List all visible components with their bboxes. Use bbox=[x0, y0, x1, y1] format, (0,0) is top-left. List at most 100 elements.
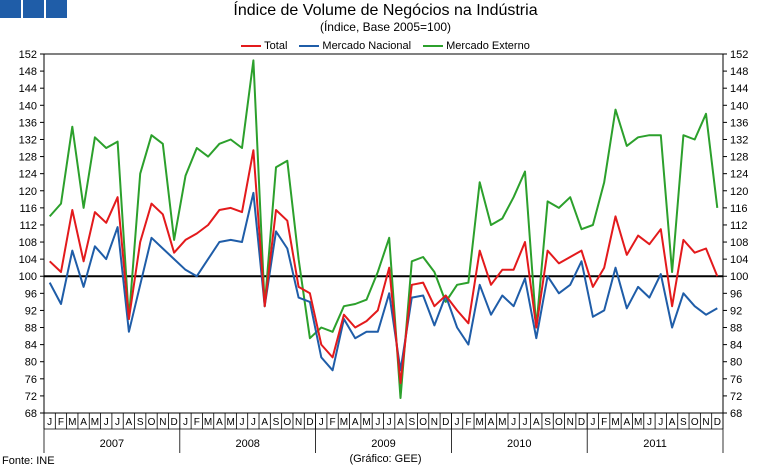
month-label: N bbox=[159, 417, 166, 428]
y-tick-label-left: 80 bbox=[25, 357, 37, 369]
month-label: N bbox=[295, 417, 302, 428]
month-label: S bbox=[680, 417, 687, 428]
credit-note: (Gráfico: GEE) bbox=[349, 453, 422, 465]
y-tick-label-left: 112 bbox=[19, 220, 37, 232]
y-tick-label-right: 92 bbox=[730, 305, 742, 317]
y-tick-label-left: 84 bbox=[25, 340, 37, 352]
y-tick-label-left: 148 bbox=[19, 66, 37, 78]
month-label: D bbox=[714, 417, 721, 428]
month-label: J bbox=[647, 417, 652, 428]
month-label: M bbox=[204, 417, 212, 428]
month-label: J bbox=[590, 417, 595, 428]
month-label: M bbox=[634, 417, 642, 428]
month-label: M bbox=[611, 417, 619, 428]
month-label: S bbox=[408, 417, 415, 428]
month-label: D bbox=[578, 417, 585, 428]
y-tick-label-left: 116 bbox=[19, 203, 37, 215]
y-tick-label-left: 88 bbox=[25, 323, 37, 335]
month-label: A bbox=[488, 417, 495, 428]
month-label: F bbox=[58, 417, 64, 428]
month-label: N bbox=[702, 417, 709, 428]
y-tick-label-right: 96 bbox=[730, 288, 742, 300]
month-label: F bbox=[465, 417, 471, 428]
y-tick-label-left: 92 bbox=[25, 305, 37, 317]
brand-square-2 bbox=[23, 0, 44, 18]
month-label: J bbox=[375, 417, 380, 428]
y-tick-label-right: 128 bbox=[730, 152, 748, 164]
month-label: J bbox=[511, 417, 516, 428]
month-label: N bbox=[431, 417, 438, 428]
chart-subtitle: (Índice, Base 2005=100) bbox=[319, 20, 452, 34]
legend-swatch bbox=[241, 45, 262, 47]
month-label: M bbox=[227, 417, 235, 428]
month-label: D bbox=[442, 417, 449, 428]
month-label: S bbox=[273, 417, 280, 428]
source-note: Fonte: INE bbox=[2, 455, 55, 467]
series-line-mercado-externo bbox=[48, 59, 719, 399]
month-label: O bbox=[555, 417, 563, 428]
y-tick-label-left: 100 bbox=[19, 271, 37, 283]
y-tick-label-right: 100 bbox=[730, 271, 748, 283]
series-line-total bbox=[49, 149, 719, 385]
y-tick-label-left: 68 bbox=[25, 408, 37, 420]
month-label: M bbox=[91, 417, 99, 428]
brand-square-3 bbox=[46, 0, 67, 18]
y-tick-label-left: 140 bbox=[19, 100, 37, 112]
y-tick-label-left: 72 bbox=[25, 391, 37, 403]
month-label: A bbox=[216, 417, 223, 428]
year-label: 2011 bbox=[643, 438, 667, 450]
month-label: A bbox=[126, 417, 133, 428]
month-label: O bbox=[148, 417, 156, 428]
y-tick-label-left: 152 bbox=[19, 49, 37, 61]
y-tick-label-left: 136 bbox=[19, 117, 37, 129]
y-tick-label-right: 68 bbox=[730, 408, 742, 420]
month-label: J bbox=[47, 417, 52, 428]
month-label: J bbox=[319, 417, 324, 428]
y-tick-label-right: 112 bbox=[730, 220, 748, 232]
y-tick-label-right: 108 bbox=[730, 237, 748, 249]
month-label: S bbox=[137, 417, 144, 428]
y-tick-label-left: 144 bbox=[19, 83, 37, 95]
month-label: M bbox=[340, 417, 348, 428]
y-tick-label-right: 132 bbox=[730, 134, 748, 146]
legend-item: Total bbox=[241, 40, 287, 52]
y-tick-label-left: 108 bbox=[19, 237, 37, 249]
legend-label: Total bbox=[264, 40, 288, 52]
month-label: O bbox=[691, 417, 699, 428]
chart-title: Índice de Volume de Negócios na Indústri… bbox=[233, 2, 538, 19]
month-label: N bbox=[567, 417, 574, 428]
month-label: J bbox=[251, 417, 256, 428]
y-tick-label-right: 148 bbox=[730, 66, 748, 78]
legend-label: Mercado Nacional bbox=[322, 40, 412, 52]
y-tick-label-right: 120 bbox=[730, 186, 748, 198]
month-label: D bbox=[306, 417, 313, 428]
brand-square-1 bbox=[0, 0, 21, 18]
legend-label: Mercado Externo bbox=[446, 40, 530, 52]
month-label: F bbox=[194, 417, 200, 428]
legend-swatch bbox=[299, 45, 320, 47]
month-label: A bbox=[623, 417, 630, 428]
month-label: J bbox=[387, 417, 392, 428]
year-label: 2007 bbox=[100, 438, 124, 450]
y-tick-label-right: 136 bbox=[730, 117, 748, 129]
month-label: J bbox=[104, 417, 109, 428]
month-label: J bbox=[240, 417, 245, 428]
y-tick-label-left: 132 bbox=[19, 134, 37, 146]
y-tick-label-right: 80 bbox=[730, 357, 742, 369]
month-label: J bbox=[183, 417, 188, 428]
year-label: 2009 bbox=[371, 438, 395, 450]
y-tick-label-left: 96 bbox=[25, 288, 37, 300]
legend: Total Mercado Nacional Mercado Externo bbox=[0, 38, 771, 52]
y-tick-label-right: 84 bbox=[730, 340, 742, 352]
y-tick-label-right: 116 bbox=[730, 203, 748, 215]
month-label: M bbox=[68, 417, 76, 428]
month-label: F bbox=[601, 417, 607, 428]
year-label: 2008 bbox=[235, 438, 259, 450]
month-label: A bbox=[669, 417, 676, 428]
series-line-mercado-nacional bbox=[48, 191, 718, 372]
month-label: O bbox=[419, 417, 427, 428]
year-label: 2010 bbox=[507, 438, 531, 450]
month-label: J bbox=[658, 417, 663, 428]
month-label: J bbox=[522, 417, 527, 428]
legend-item: Mercado Externo bbox=[423, 40, 530, 52]
